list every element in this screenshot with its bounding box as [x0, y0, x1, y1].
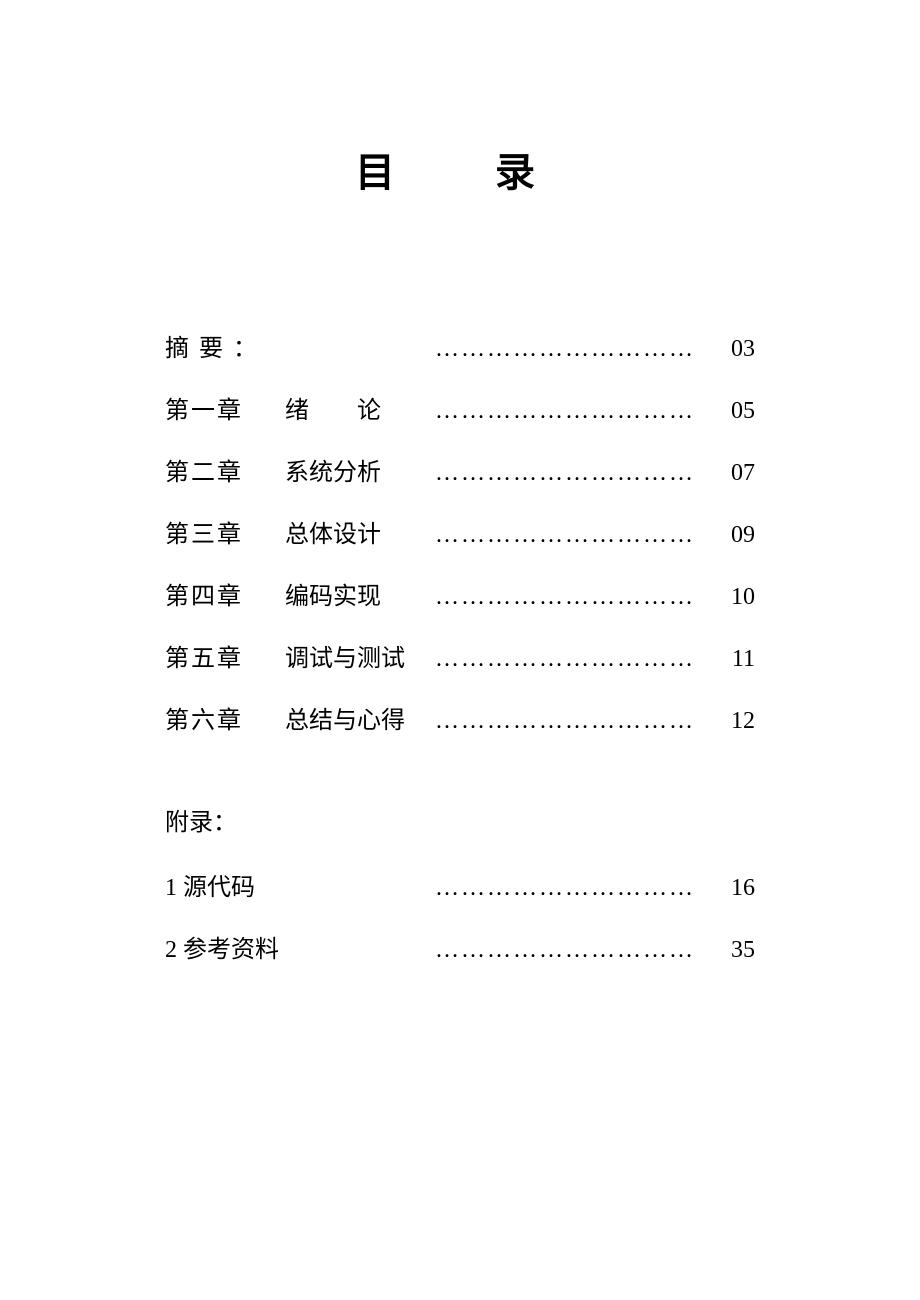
- appendix-heading: 附录：: [165, 802, 755, 837]
- appendix-label: 1 源代码: [165, 867, 435, 902]
- toc-chapter: 第六章: [165, 700, 285, 735]
- toc-chapter: 第五章: [165, 638, 285, 673]
- toc-subtitle: 系统分析: [285, 452, 435, 487]
- toc-row: 第四章 编码实现 ………………………… 10: [165, 576, 755, 608]
- appendix-page: 35: [731, 937, 755, 964]
- toc-leader: …………………………: [435, 646, 732, 673]
- toc-row: 第三章 总体设计 ………………………… 09: [165, 514, 755, 546]
- toc-leader: …………………………: [435, 875, 731, 902]
- toc-page: 09: [731, 522, 755, 549]
- toc-chapter: 第四章: [165, 576, 285, 611]
- toc-page: 12: [731, 708, 755, 735]
- appendix-row: 2 参考资料 ………………………… 35: [165, 929, 755, 961]
- toc-page: 10: [731, 584, 755, 611]
- toc-leader: …………………………: [435, 937, 731, 964]
- toc-chapter: 第二章: [165, 452, 285, 487]
- toc-row: 第一章 绪 论 ………………………… 05: [165, 390, 755, 422]
- toc-leader: …………………………: [435, 708, 731, 735]
- toc-chapter: 第三章: [165, 514, 285, 549]
- appendix-section: 附录： 1 源代码 ………………………… 16 2 参考资料 …………………………: [0, 802, 920, 961]
- toc-subtitle: 总结与心得: [285, 700, 435, 735]
- toc-subtitle: 总体设计: [285, 514, 435, 549]
- toc-page: 07: [731, 460, 755, 487]
- toc-subtitle: 编码实现: [285, 576, 435, 611]
- toc-leader: …………………………: [435, 336, 731, 363]
- toc-page: 05: [731, 398, 755, 425]
- page-title: 目 录: [0, 0, 920, 198]
- toc-page: 03: [731, 336, 755, 363]
- toc-leader: …………………………: [435, 460, 731, 487]
- appendix-row: 1 源代码 ………………………… 16: [165, 867, 755, 899]
- toc-row: 第六章 总结与心得 ………………………… 12: [165, 700, 755, 732]
- toc-leader: …………………………: [435, 398, 731, 425]
- toc-row: 第五章 调试与测试 ………………………… 11: [165, 638, 755, 670]
- toc-leader: …………………………: [435, 522, 731, 549]
- toc-page: 11: [732, 646, 755, 673]
- toc-row: 摘 要 ： ………………………… 03: [165, 328, 755, 360]
- appendix-page: 16: [731, 875, 755, 902]
- toc-subtitle: 绪 论: [285, 390, 435, 425]
- toc-leader: …………………………: [435, 584, 731, 611]
- toc-chapter: 第一章: [165, 390, 285, 425]
- toc-subtitle: 调试与测试: [285, 638, 435, 673]
- toc-row: 第二章 系统分析 ………………………… 07: [165, 452, 755, 484]
- toc-container: 摘 要 ： ………………………… 03 第一章 绪 论 ………………………… 0…: [0, 328, 920, 732]
- toc-chapter: 摘 要 ：: [165, 328, 285, 363]
- appendix-label: 2 参考资料: [165, 929, 435, 964]
